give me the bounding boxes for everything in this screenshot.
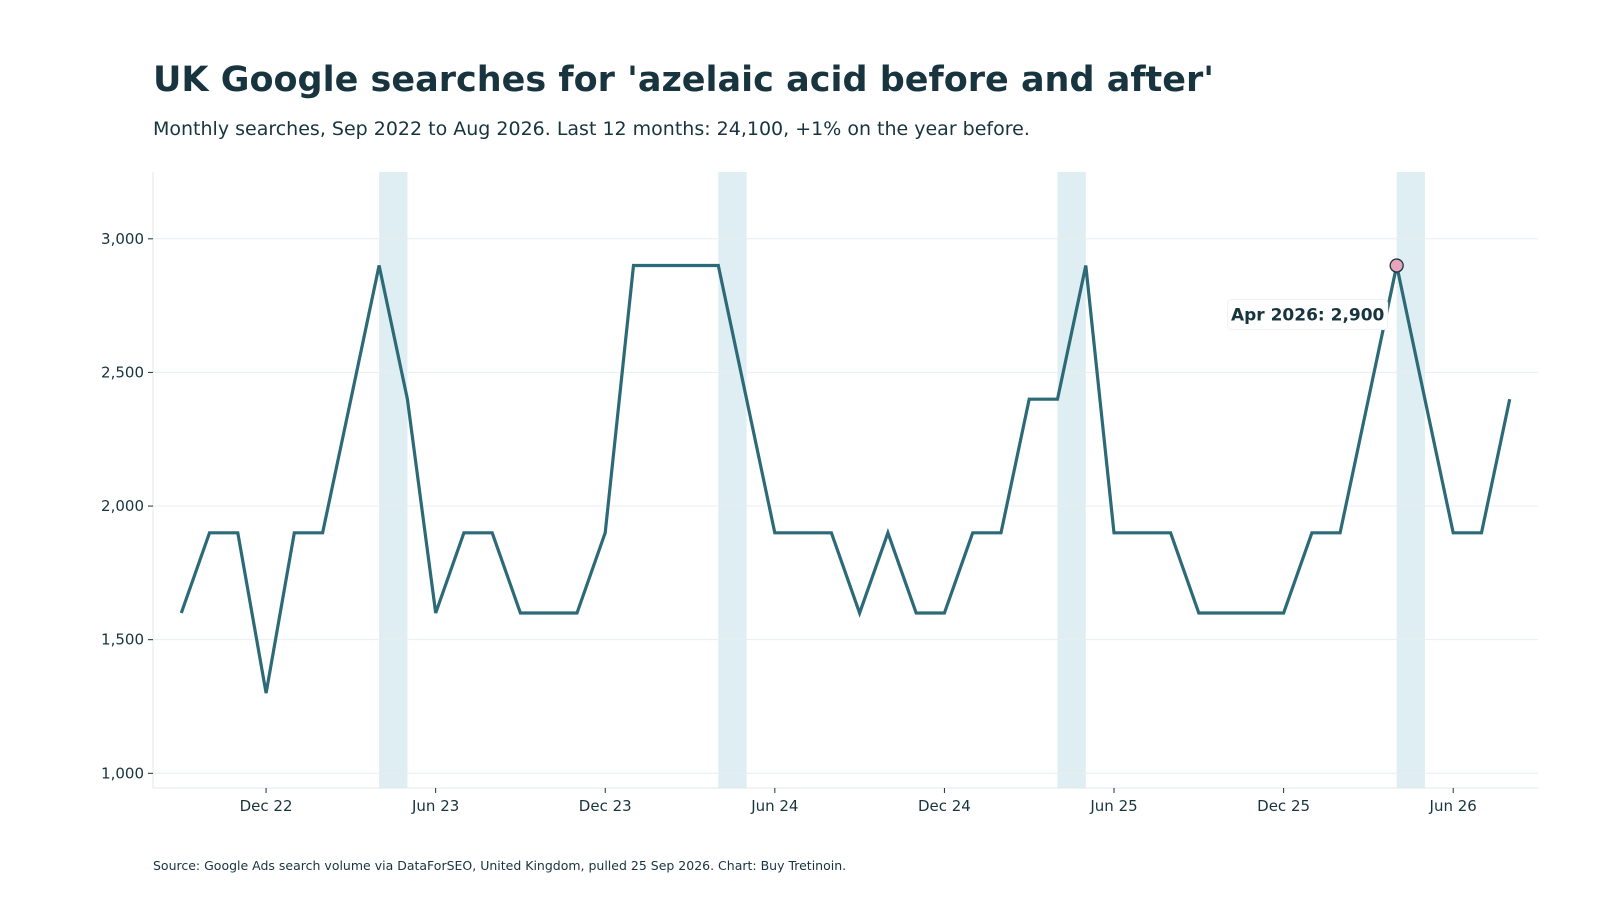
highlight-band-2025-04 xyxy=(1057,172,1086,788)
x-tick-label: Dec 22 xyxy=(240,797,293,815)
x-tick-label: Dec 24 xyxy=(918,797,971,815)
highlight-bands xyxy=(379,172,1425,788)
y-tick-label: 1,500 xyxy=(101,631,144,649)
series-line-0 xyxy=(179,263,1512,694)
callout-box xyxy=(1227,299,1389,331)
x-tick-label: Jun 26 xyxy=(1429,797,1477,815)
highlight-band-2023-04 xyxy=(379,172,408,788)
x-tick-label: Jun 25 xyxy=(1089,797,1137,815)
x-tick-label: Dec 23 xyxy=(579,797,632,815)
x-tick-label: Jun 23 xyxy=(411,797,459,815)
highlight-band-2026-04 xyxy=(1396,172,1425,788)
y-tick-label: 2,500 xyxy=(101,363,144,381)
y-tick-labels: 1,000 1,500 2,000 2,500 3,000 xyxy=(101,230,153,782)
chart-title: UK Google searches for 'azelaic acid bef… xyxy=(153,60,1215,100)
x-tick-label: Dec 25 xyxy=(1257,797,1310,815)
highlight-marker xyxy=(1389,258,1404,273)
data-series xyxy=(179,263,1512,694)
axes xyxy=(152,172,1538,789)
highlight-band-2024-04 xyxy=(718,172,747,788)
y-tick-label: 3,000 xyxy=(101,230,144,248)
y-tick-label: 2,000 xyxy=(101,497,144,515)
gridlines xyxy=(153,238,1538,774)
y-tick-label: 1,000 xyxy=(101,764,144,782)
callout-label: Apr 2026: 2,900 xyxy=(1231,306,1385,326)
source-note: Source: Google Ads search volume via Dat… xyxy=(153,858,847,873)
x-tick-label: Jun 24 xyxy=(750,797,798,815)
annotation: Apr 2026: 2,900 xyxy=(1227,258,1404,331)
chart-subtitle: Monthly searches, Sep 2022 to Aug 2026. … xyxy=(153,118,1030,140)
x-tick-labels: Dec 22 Jun 23 Dec 23 Jun 24 Dec 24 Jun 25 Dec … xyxy=(240,788,1477,815)
